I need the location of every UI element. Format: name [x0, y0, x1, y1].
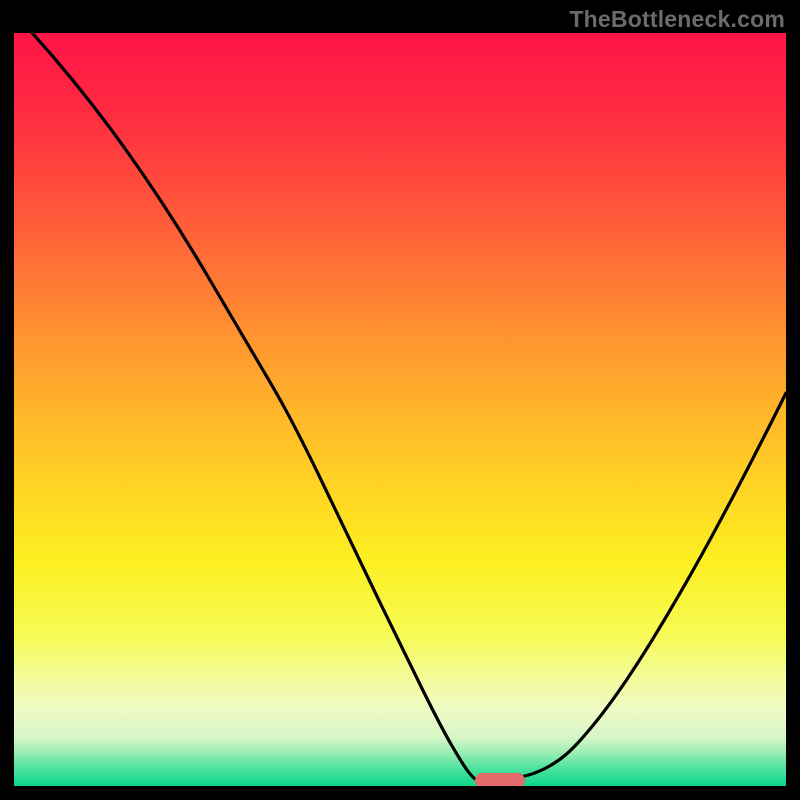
watermark-text: TheBottleneck.com	[569, 6, 785, 33]
chart-frame: TheBottleneck.com	[0, 0, 800, 800]
bottleneck-curve	[14, 33, 786, 786]
optimal-marker	[475, 773, 525, 787]
plot-area	[14, 33, 786, 786]
